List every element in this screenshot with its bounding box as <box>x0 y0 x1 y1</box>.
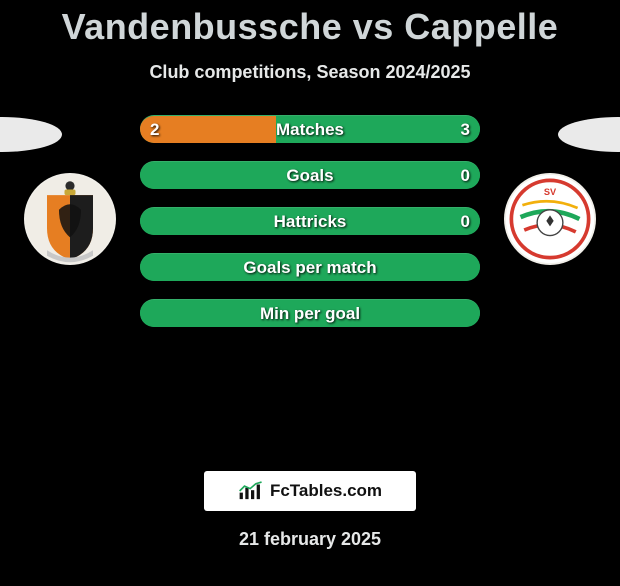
site-logo-text: FcTables.com <box>270 481 382 501</box>
stat-label: Min per goal <box>140 300 480 327</box>
subtitle: Club competitions, Season 2024/2025 <box>0 62 620 83</box>
crest-left-icon <box>24 173 116 265</box>
bar-chart-icon <box>238 481 264 501</box>
stat-row: 0Goals <box>140 161 480 189</box>
comparison-content: SV 23Matches 0Goals 0Hattricks Goals per ma… <box>0 115 620 455</box>
stat-row: 23Matches <box>140 115 480 143</box>
footer-date: 21 february 2025 <box>0 529 620 550</box>
svg-text:SV: SV <box>544 187 557 197</box>
stat-row: Goals per match <box>140 253 480 281</box>
stat-label: Goals per match <box>140 254 480 281</box>
stat-bars: 23Matches 0Goals 0Hattricks Goals per match… <box>140 115 480 345</box>
team-crest-right: SV <box>504 173 596 265</box>
stat-label: Matches <box>140 116 480 143</box>
player-photo-right <box>558 117 620 152</box>
player-photo-left <box>0 117 62 152</box>
crest-right-icon: SV <box>504 173 596 265</box>
stat-row: Min per goal <box>140 299 480 327</box>
site-logo: FcTables.com <box>204 471 416 511</box>
page-title: Vandenbussche vs Cappelle <box>0 6 620 48</box>
stat-label: Goals <box>140 162 480 189</box>
team-crest-left <box>24 173 116 265</box>
stat-label: Hattricks <box>140 208 480 235</box>
stat-row: 0Hattricks <box>140 207 480 235</box>
